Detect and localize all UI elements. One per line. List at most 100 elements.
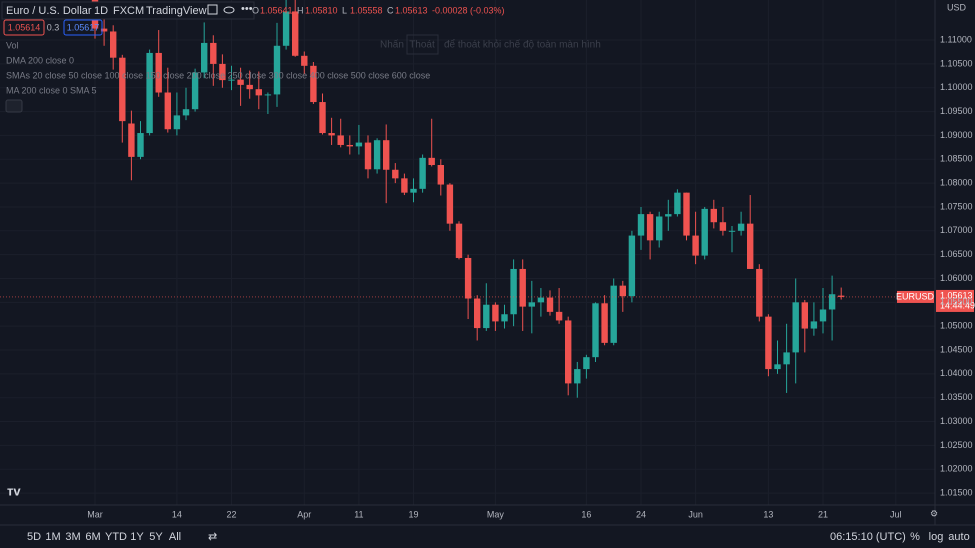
candle-body xyxy=(137,133,144,157)
range-button[interactable]: All xyxy=(169,531,181,543)
ohlc-value: 1.05810 xyxy=(305,5,338,15)
x-tick-label: Mar xyxy=(87,509,103,519)
symbol-title: Euro / U.S. Dollar xyxy=(6,5,92,17)
candle-body xyxy=(510,268,517,315)
compare-icon[interactable]: ⇄ xyxy=(208,531,217,543)
y-tick-label: 1.10000 xyxy=(940,82,973,92)
candle-body xyxy=(119,57,126,122)
x-tick-label: 16 xyxy=(581,509,591,519)
ohlc-key: O xyxy=(252,5,259,15)
indicator: Vol xyxy=(6,40,19,50)
fullscreen-hint: để thoát khỏi chế độ toàn màn hình xyxy=(444,39,601,51)
scale-button[interactable]: auto xyxy=(948,531,969,543)
spread: 0.3 xyxy=(47,22,60,32)
source: TradingView xyxy=(146,5,207,17)
y-tick-label: 1.01500 xyxy=(940,487,973,497)
candle-body xyxy=(319,102,326,134)
y-tick-label: 1.07000 xyxy=(940,225,973,235)
range-button[interactable]: 1Y xyxy=(130,531,144,543)
candle-body xyxy=(182,109,190,116)
candle-body xyxy=(656,216,663,241)
range-button[interactable]: 5D xyxy=(27,531,41,543)
eye-icon[interactable] xyxy=(223,6,235,14)
y-tick-label: 1.08500 xyxy=(940,154,973,164)
candle-body xyxy=(419,157,426,189)
range-button[interactable]: 3M xyxy=(65,531,80,543)
candle-body xyxy=(364,142,372,170)
collapse-button[interactable] xyxy=(5,99,23,113)
candle-body xyxy=(100,28,108,32)
ohlc-value: 1.05558 xyxy=(350,5,383,15)
indicator: DMA 200 close 0 xyxy=(6,55,74,65)
candle-body xyxy=(838,295,845,297)
range-button[interactable]: YTD xyxy=(105,531,127,543)
candle-body xyxy=(346,144,353,147)
ask-box[interactable] xyxy=(63,19,103,36)
currency[interactable]: USD xyxy=(947,2,967,12)
candle-body xyxy=(173,115,181,130)
x-tick-label: May xyxy=(487,509,505,519)
y-tick-label: 1.02000 xyxy=(940,464,973,474)
bid: 1.05614 xyxy=(8,22,41,32)
candle-body xyxy=(455,223,463,258)
range-button[interactable]: 5Y xyxy=(149,531,163,543)
x-tick-label: 14 xyxy=(172,509,182,519)
candle-body xyxy=(337,135,344,145)
candle-body xyxy=(146,52,153,134)
candle-body xyxy=(619,285,626,297)
candle-body xyxy=(273,45,281,95)
legend-box xyxy=(1,1,255,20)
settings-icon[interactable]: ⚙ xyxy=(930,508,938,518)
countdown: 14:44:49 xyxy=(940,300,975,310)
candle-body xyxy=(483,304,490,329)
scale-button[interactable]: % xyxy=(910,531,920,543)
clock: 06:15:10 (UTC) xyxy=(830,531,906,543)
candle-body xyxy=(410,188,417,193)
change: -0.00028 (-0.03%) xyxy=(432,5,505,15)
icon[interactable] xyxy=(207,4,218,15)
candle-body xyxy=(628,235,636,297)
candle-body xyxy=(383,140,390,170)
candle-body xyxy=(747,223,754,269)
range-button[interactable]: 1M xyxy=(45,531,60,543)
fullscreen-hint: Nhấn xyxy=(380,39,404,51)
candle-body xyxy=(373,140,381,170)
y-tick-label: 1.04000 xyxy=(940,368,973,378)
interval: 1D xyxy=(94,5,108,17)
candle-body xyxy=(765,316,772,370)
candle-body xyxy=(164,92,171,130)
y-tick-label: 1.05000 xyxy=(940,321,973,331)
logo[interactable]: ᴛᴠ xyxy=(7,483,21,498)
candle-body xyxy=(683,192,690,236)
candle-body xyxy=(528,302,535,307)
candle-body xyxy=(210,42,217,64)
range-button[interactable]: 6M xyxy=(85,531,100,543)
ohlc-key: L xyxy=(342,5,347,15)
candle-body xyxy=(282,11,290,46)
candle-body xyxy=(583,357,590,370)
candle-body xyxy=(264,94,272,96)
price-tag-label: 1.05613 xyxy=(940,290,973,300)
y-tick-label: 1.04500 xyxy=(940,344,973,354)
candle-body xyxy=(665,214,672,217)
candle-body xyxy=(237,79,244,85)
scale-button[interactable]: log xyxy=(929,531,944,543)
candle-body xyxy=(701,208,708,256)
more-icon[interactable]: ••• xyxy=(241,3,253,15)
x-tick-label: Jul xyxy=(890,509,902,519)
y-tick-label: 1.10500 xyxy=(940,58,973,68)
candle-body xyxy=(792,302,799,353)
candle-body xyxy=(128,123,135,157)
x-tick-label: 11 xyxy=(354,509,363,519)
bid-box[interactable] xyxy=(3,19,45,36)
y-tick-label: 1.03500 xyxy=(940,392,973,402)
candle-body xyxy=(328,133,335,136)
y-tick-label: 1.08000 xyxy=(940,177,973,187)
candle-body xyxy=(255,89,262,96)
candle-body xyxy=(474,298,481,329)
x-tick-label: 13 xyxy=(763,509,773,519)
candle-body xyxy=(501,314,508,322)
symbol-tag xyxy=(897,290,934,303)
candle-body xyxy=(310,65,317,103)
candle-body xyxy=(401,178,408,193)
